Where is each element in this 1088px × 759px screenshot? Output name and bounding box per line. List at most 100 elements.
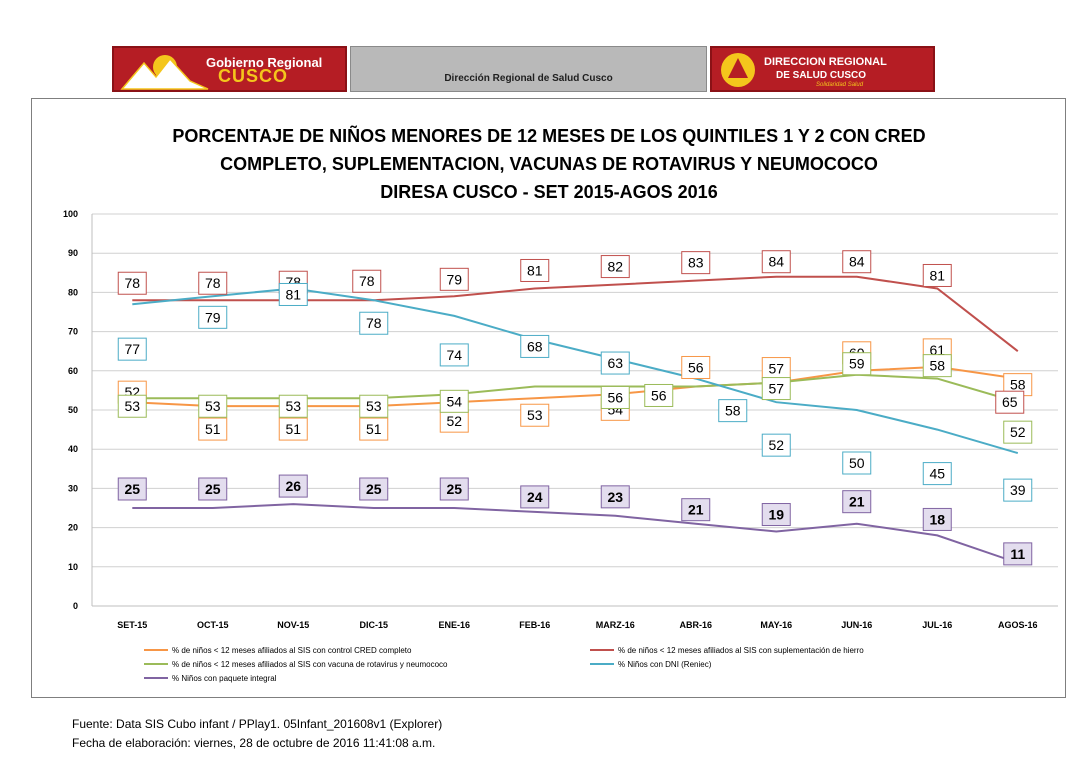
x-tick-label: OCT-15 bbox=[197, 620, 229, 630]
data-label-box bbox=[439, 343, 469, 367]
data-label: 58 bbox=[929, 358, 945, 374]
data-label: 78 bbox=[366, 315, 382, 331]
data-label: 51 bbox=[205, 421, 221, 437]
data-label-box bbox=[922, 263, 952, 287]
data-label-box bbox=[600, 385, 630, 409]
data-label-box bbox=[198, 477, 228, 501]
data-label-box bbox=[922, 507, 952, 531]
right-logo-line1: DIRECCION REGIONAL bbox=[764, 56, 887, 68]
legend-label: % de niños < 12 meses afiliados al SIS c… bbox=[618, 646, 864, 655]
data-label: 25 bbox=[366, 481, 382, 497]
legend-label: % de niños < 12 meses afiliados al SIS c… bbox=[172, 646, 412, 655]
data-label: 11 bbox=[1010, 546, 1025, 562]
right-logo-line2: DE SALUD CUSCO bbox=[776, 70, 867, 81]
data-label-box bbox=[600, 485, 630, 509]
data-label-box bbox=[278, 474, 308, 498]
data-label-box bbox=[761, 433, 791, 457]
data-label: 56 bbox=[651, 387, 667, 403]
x-tick-label: FEB-16 bbox=[519, 620, 550, 630]
data-label: 25 bbox=[446, 481, 462, 497]
chart-title-line-1: PORCENTAJE DE NIÑOS MENORES DE 12 MESES … bbox=[172, 125, 925, 146]
data-label: 58 bbox=[725, 403, 741, 419]
data-label: 21 bbox=[688, 502, 704, 518]
x-tick-label: MAY-16 bbox=[760, 620, 792, 630]
x-tick-label: JUL-16 bbox=[922, 620, 952, 630]
data-label: 58 bbox=[1010, 377, 1026, 393]
data-label-box bbox=[718, 399, 748, 423]
data-label-box bbox=[439, 267, 469, 291]
x-tick-label: DIC-15 bbox=[359, 620, 388, 630]
data-label: 79 bbox=[205, 309, 221, 325]
data-label: 53 bbox=[366, 398, 382, 414]
data-label: 56 bbox=[688, 359, 704, 375]
data-label-box bbox=[644, 383, 674, 407]
mountain-sun-logo-icon bbox=[120, 55, 209, 90]
data-label-box bbox=[198, 305, 228, 329]
legend-label: % Niños con paquete integral bbox=[172, 674, 277, 683]
footer-source: Fuente: Data SIS Cubo infant / PPlay1. 0… bbox=[72, 717, 443, 731]
legend-label: % Niños con DNI (Reniec) bbox=[618, 660, 712, 669]
data-label: 81 bbox=[285, 286, 301, 302]
y-tick-label: 50 bbox=[68, 405, 78, 415]
data-label: 24 bbox=[527, 489, 543, 505]
center-banner: Dirección Regional de Salud Cusco bbox=[350, 46, 707, 92]
data-label-box bbox=[278, 282, 308, 306]
data-label-box bbox=[922, 354, 952, 378]
data-label: 51 bbox=[285, 421, 301, 437]
data-label-box bbox=[761, 377, 791, 401]
data-label: 26 bbox=[285, 478, 301, 494]
chart-title-line-3: DIRESA CUSCO - SET 2015-AGOS 2016 bbox=[380, 182, 717, 202]
data-label-box bbox=[439, 477, 469, 501]
y-tick-label: 80 bbox=[68, 287, 78, 297]
y-tick-label: 20 bbox=[68, 523, 78, 533]
y-tick-label: 60 bbox=[68, 366, 78, 376]
data-label-box bbox=[761, 250, 791, 274]
data-label-box bbox=[439, 389, 469, 413]
data-label-box bbox=[520, 334, 550, 358]
gobierno-regional-banner: Gobierno Regional CUSCO bbox=[112, 46, 347, 92]
data-label-box bbox=[1003, 478, 1033, 502]
data-label-box bbox=[995, 390, 1025, 414]
data-label: 52 bbox=[1010, 424, 1026, 440]
data-label: 25 bbox=[124, 481, 140, 497]
data-label: 51 bbox=[366, 421, 382, 437]
data-label-box bbox=[352, 269, 382, 293]
data-label-box bbox=[117, 337, 147, 361]
data-label: 19 bbox=[768, 507, 784, 523]
data-label: 39 bbox=[1010, 482, 1026, 498]
data-label-box bbox=[359, 477, 389, 501]
x-tick-label: AGOS-16 bbox=[998, 620, 1038, 630]
data-label: 82 bbox=[607, 259, 623, 275]
data-label-box bbox=[842, 451, 872, 475]
data-label-box bbox=[681, 251, 711, 275]
data-label-box bbox=[1003, 542, 1033, 566]
data-label: 79 bbox=[446, 271, 462, 287]
data-label-box bbox=[117, 477, 147, 501]
y-tick-label: 0 bbox=[73, 601, 78, 611]
y-tick-label: 90 bbox=[68, 248, 78, 258]
data-label-box bbox=[520, 258, 550, 282]
data-label: 52 bbox=[768, 437, 784, 453]
banner-center-title: Dirección Regional de Salud Cusco bbox=[444, 73, 613, 84]
legend-label: % de niños < 12 meses afiliados al SIS c… bbox=[172, 660, 448, 669]
series-line-3 bbox=[132, 373, 1019, 404]
x-tick-label: SET-15 bbox=[117, 620, 147, 630]
data-label: 83 bbox=[688, 255, 704, 271]
data-label: 53 bbox=[124, 398, 140, 414]
right-logo-line3: Solidaridad Salud bbox=[816, 82, 864, 88]
data-label: 54 bbox=[446, 393, 462, 409]
data-label: 84 bbox=[849, 254, 865, 270]
data-label: 57 bbox=[768, 361, 784, 377]
logo-line1: Gobierno Regional bbox=[206, 55, 323, 70]
data-label-box bbox=[761, 503, 791, 527]
health-emblem-logo-icon bbox=[721, 53, 755, 87]
data-label-box bbox=[681, 355, 711, 379]
data-label: 81 bbox=[527, 262, 543, 278]
data-label-box bbox=[520, 403, 550, 427]
y-tick-label: 100 bbox=[63, 209, 78, 219]
data-label: 78 bbox=[205, 275, 221, 291]
data-label-box bbox=[520, 485, 550, 509]
logo-line2: CUSCO bbox=[218, 66, 289, 86]
data-label-box bbox=[600, 255, 630, 279]
data-label: 53 bbox=[285, 398, 301, 414]
